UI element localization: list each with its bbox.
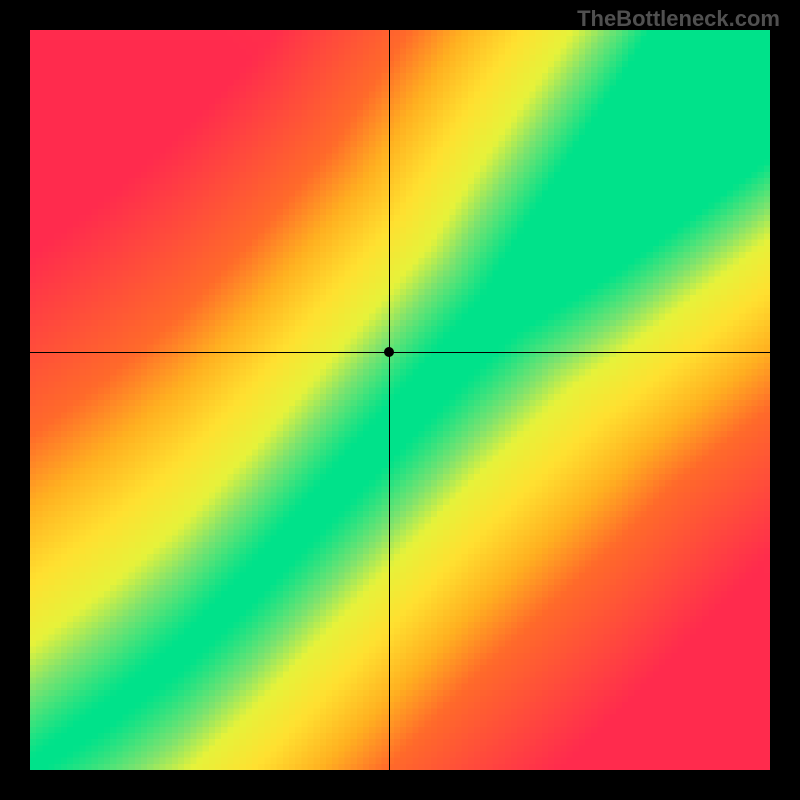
crosshair-vertical (389, 30, 390, 770)
watermark-text: TheBottleneck.com (577, 6, 780, 32)
heatmap-canvas (30, 30, 770, 770)
chart-container: TheBottleneck.com (0, 0, 800, 800)
plot-area (30, 30, 770, 770)
crosshair-marker (384, 347, 394, 357)
crosshair-horizontal (30, 352, 770, 353)
